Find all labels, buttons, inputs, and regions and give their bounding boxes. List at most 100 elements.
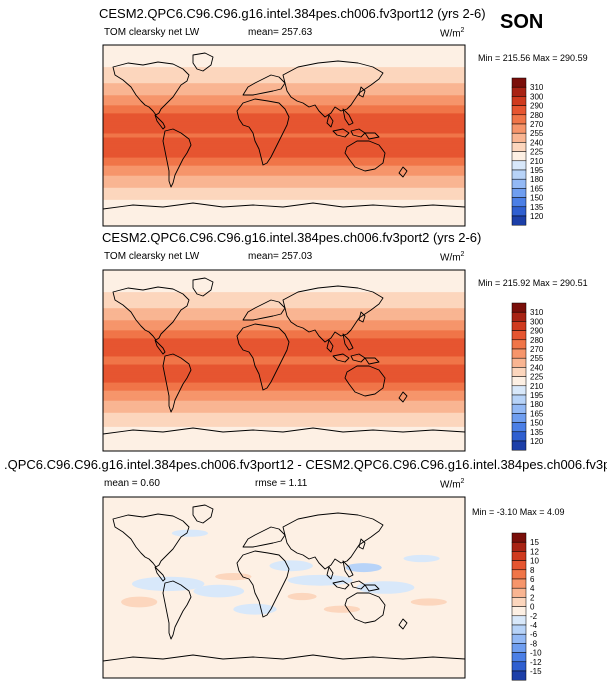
lat-band [103,318,465,321]
diff-anomaly [287,574,353,586]
lat-band [103,165,465,169]
lat-band [103,199,465,203]
lat-band [103,203,465,207]
colorbar-box [511,376,527,387]
lat-band [103,428,465,432]
lat-band [103,63,465,66]
lat-band [103,410,465,414]
lat-band [103,223,465,226]
panel-1-title: CESM2.QPC6.C96.C96.g16.intel.384pes.ch00… [99,6,486,21]
colorbar-tick-label: 195 [530,166,544,175]
lat-band [103,65,465,68]
diff-anomaly [132,576,205,592]
colorbar-tick-label: 255 [530,129,544,138]
colorbar-tick-label: -4 [530,621,538,630]
panel-3-mean: mean = 0.60 [104,478,160,489]
lat-band [103,424,465,428]
lat-band [103,310,465,313]
lat-band [103,215,465,219]
lat-band [103,380,465,384]
lat-band [103,406,465,410]
lat-band [103,173,465,177]
lat-band [103,201,465,205]
colorbar-tick-label: -6 [530,630,538,639]
colorbar-box [511,197,527,208]
lat-band [103,47,465,50]
lat-band [103,117,465,121]
colorbar-box [511,321,527,331]
colorbar-box [511,541,527,552]
lat-band [103,149,465,153]
colorbar-box [511,440,527,451]
lat-band [103,434,465,438]
colorbar-box [511,151,527,162]
lat-band [103,422,465,426]
lat-band [103,153,465,157]
colorbar-box [511,422,527,433]
panel-3-units: W/m2 [440,478,465,491]
lat-band [103,109,465,112]
colorbar-tick-label: 165 [530,409,544,418]
lat-band [103,221,465,225]
colorbar-tick-label: 310 [530,83,544,92]
diff-anomaly [410,598,447,606]
lat-band [103,386,465,390]
lat-band [103,179,465,183]
lat-band [103,416,465,420]
lat-band [103,344,465,348]
lat-band [103,370,465,374]
panel-3-rmse: rmse = 1.11 [255,478,308,489]
lat-band [103,372,465,376]
colorbar-box [511,123,527,134]
colorbar-box [511,348,527,359]
lat-band [103,187,465,191]
colorbar-box [511,643,527,653]
colorbar-tick-label: 4 [530,584,535,593]
lat-band [103,59,465,62]
colorbar-box [511,532,527,543]
lat-band [103,420,465,424]
lat-band [103,338,465,341]
colorbar-box [511,431,527,442]
lat-band [103,119,465,123]
lat-band [103,296,465,299]
lat-band [103,127,465,131]
map-frame [102,496,466,679]
diff-anomaly [215,573,252,581]
lat-band [103,282,465,285]
lat-band [103,332,465,335]
colorbar-tick-label: 0 [530,603,535,612]
colorbar-box [511,394,527,405]
panel-1-variable: TOM clearsky net LW [104,27,200,38]
lat-band [103,87,465,90]
lat-band [103,320,465,323]
colorbar-tick-label: 165 [530,184,544,193]
lat-band [103,330,465,333]
colorbar-box [511,96,527,106]
panel-2-mean: mean= 257.03 [248,251,313,262]
lat-band [103,207,465,211]
lat-band [103,163,465,167]
colorbar-tick-label: -10 [530,649,542,658]
colorbar-tick-label: 300 [530,317,544,326]
lat-band [103,107,465,110]
lat-band [103,53,465,56]
diff-anomaly [193,584,245,598]
lat-band [103,191,465,195]
colorbar-tick-label: -12 [530,658,542,667]
lat-band [103,284,465,287]
colorbar-tick-label: 8 [530,566,535,575]
lat-band [103,219,465,223]
lat-band [103,448,465,451]
lat-band [103,440,465,444]
colorbar-tick-label: 310 [530,308,544,317]
lat-band [103,432,465,436]
colorbar-box [511,597,527,607]
lat-band [103,99,465,102]
colorbar-box [511,339,527,350]
panel-1-mean: mean= 257.63 [248,27,313,38]
colorbar-tick-label: 120 [530,437,544,446]
map-panel-3 [102,496,466,679]
lat-band [103,280,465,283]
